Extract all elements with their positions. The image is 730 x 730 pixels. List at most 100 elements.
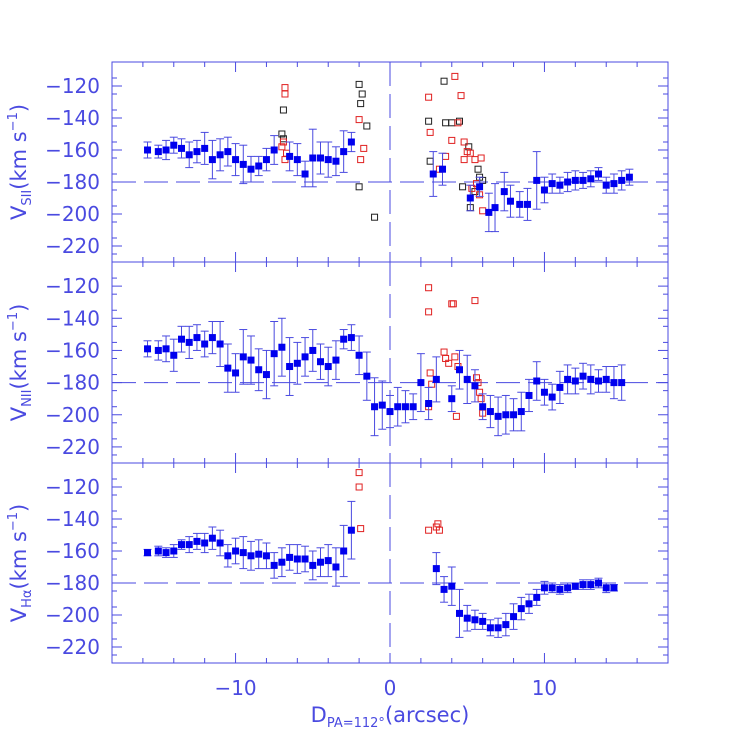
main-data-point [548,180,556,188]
main-data-point [324,363,332,371]
main-data-point [301,353,309,361]
main-data-point [340,547,348,555]
y-tick-label: −200 [45,603,100,627]
red-open-point [357,525,365,533]
main-data-point [401,403,409,411]
y-tick-label: −180 [45,170,100,194]
main-data-point [618,176,626,184]
red-open-point [460,156,468,164]
main-data-point [216,340,224,348]
main-data-point [247,552,255,560]
main-data-point [340,335,348,343]
black-open-point [456,117,463,125]
main-data-point [193,537,201,545]
y-axis-label: VSII(km s−1) [6,104,35,220]
main-data-point [610,584,618,592]
main-data-point [309,561,317,569]
red-open-point [477,154,485,162]
x-tick-label: 0 [384,676,397,700]
red-open-point [425,308,433,316]
main-data-point [154,148,162,156]
black-open-point [279,106,287,114]
main-data-point [247,165,255,173]
main-data-point [270,561,278,569]
red-open-point [425,93,433,101]
main-data-point [162,345,170,353]
y-tick-label: −220 [45,435,100,459]
main-data-point [571,377,579,385]
main-data-point [432,375,440,383]
main-data-point [332,356,340,364]
black-open-point [278,130,286,138]
black-open-point [442,119,450,127]
main-data-point [317,358,324,366]
main-data-point [500,188,508,196]
red-open-point [471,297,479,305]
red-open-point [355,469,363,477]
red-open-point [278,143,286,151]
red-open-point [357,156,365,164]
main-data-point [486,408,494,416]
black-open-point [426,157,434,165]
main-data-point [154,346,162,354]
black-open-point [371,213,379,221]
main-data-point [456,609,463,617]
main-data-point [510,613,518,621]
main-data-point [485,208,493,216]
main-data-point [564,178,572,186]
y-tick-label: −220 [45,234,100,258]
black-open-point [363,122,371,130]
main-data-point [440,585,448,593]
main-data-point [301,555,309,563]
main-data-point [286,553,294,561]
main-data-point [556,585,564,593]
main-data-point [154,547,162,555]
y-tick-label: −160 [45,138,100,162]
x-axis-label: DPA=112°(arcsec) [311,703,470,730]
main-data-point [224,148,232,156]
main-data-point [193,148,201,156]
main-data-point [286,363,294,371]
main-data-point [533,377,541,385]
main-data-point [417,379,425,387]
x-tick-label: −10 [214,676,256,700]
main-data-point [340,148,348,156]
main-data-point [317,558,324,566]
main-data-point [548,393,556,401]
main-data-point [523,200,531,208]
red-open-point [451,353,459,361]
main-data-point [232,156,240,164]
main-data-point [239,353,247,361]
red-open-point [460,138,468,146]
red-open-point [355,116,363,124]
y-tick-label: −220 [45,635,100,659]
y-tick-label: −200 [45,403,100,427]
main-data-point [540,584,548,592]
y-tick-label: −140 [45,106,100,130]
red-open-point [451,72,459,80]
main-data-point [278,343,286,351]
main-data-point [587,375,595,383]
red-open-point [466,149,474,157]
main-data-point [232,547,240,555]
main-data-point [347,138,355,146]
main-data-point [262,552,270,560]
main-data-point [224,364,232,372]
main-data-point [178,144,185,152]
main-data-point [332,157,340,165]
red-open-point [472,374,480,382]
main-data-point [255,366,263,374]
main-data-point [324,156,332,164]
main-data-point [262,371,270,379]
y-tick-label: −180 [45,571,100,595]
red-open-point [471,156,479,164]
main-data-point [517,408,525,416]
main-data-point [270,146,278,154]
y-tick-label: −160 [45,338,100,362]
main-data-point [533,176,541,184]
main-data-point [587,175,595,183]
red-open-point [477,395,485,403]
main-data-point [432,565,440,573]
y-axis-label: VNII(km s−1) [6,304,35,422]
